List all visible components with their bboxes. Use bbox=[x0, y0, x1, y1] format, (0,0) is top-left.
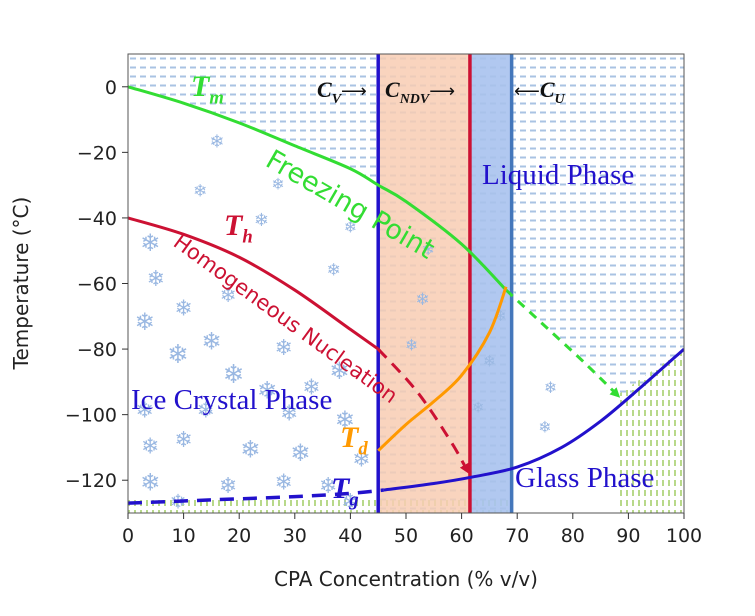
snowflake-icon: ❄ bbox=[422, 240, 435, 259]
x-tick-label: 0 bbox=[122, 525, 134, 547]
snowflake-icon: ❄ bbox=[544, 378, 557, 397]
snowflake-icon: ❄ bbox=[135, 308, 155, 336]
snowflake-icon: ❄ bbox=[274, 470, 292, 495]
snowflake-icon: ❄ bbox=[274, 336, 292, 361]
td-curve bbox=[377, 286, 508, 452]
snowflake-icon: ❄ bbox=[302, 375, 320, 400]
snowflake-icon: ❄ bbox=[140, 468, 160, 496]
snowflake-icon: ❄ bbox=[219, 474, 237, 499]
snowflake-icon: ❄ bbox=[174, 428, 192, 453]
u-band-hatching bbox=[469, 54, 512, 513]
cndv-label: CNDV⟶ bbox=[385, 77, 455, 107]
x-tick-label: 60 bbox=[450, 525, 474, 547]
ndv-band bbox=[378, 54, 470, 513]
x-tick-label: 20 bbox=[227, 525, 251, 547]
snowflake-icon: ❄ bbox=[538, 417, 551, 436]
snowflake-icon: ❄ bbox=[147, 267, 165, 292]
tg-curve bbox=[383, 347, 684, 492]
snowflake-icon: ❄ bbox=[483, 352, 496, 371]
supercooled-liquid-region bbox=[128, 86, 379, 350]
cv-label: CV⟶ bbox=[317, 77, 367, 107]
snowflake-icon: ❄ bbox=[290, 439, 310, 467]
cu-label: ⟵CU bbox=[514, 77, 566, 107]
ice-crystal-phase-label: Ice Crystal Phase bbox=[131, 384, 332, 416]
snowflake-icon: ❄ bbox=[197, 398, 215, 423]
snowflake-icon: ❄ bbox=[167, 340, 189, 370]
x-tick-label: 10 bbox=[172, 525, 196, 547]
snowflake-icon: ❄ bbox=[174, 297, 192, 322]
snowflake-icon: ❄ bbox=[201, 328, 221, 356]
y-tick-label: −80 bbox=[77, 339, 117, 361]
snowflake-icon: ❄ bbox=[327, 260, 341, 280]
tm-extension-arrow bbox=[505, 288, 621, 398]
snowflake-icon: ❄ bbox=[416, 290, 430, 310]
x-tick-label: 80 bbox=[561, 525, 585, 547]
x-tick-label: 100 bbox=[666, 525, 702, 547]
snowflake-icon: ❄ bbox=[223, 360, 245, 390]
tm-label: Tm bbox=[191, 70, 224, 109]
x-tick-label: 40 bbox=[338, 525, 362, 547]
x-tick-label: 30 bbox=[283, 525, 307, 547]
x-tick-label: 90 bbox=[616, 525, 640, 547]
snowflake-icon: ❄ bbox=[271, 175, 284, 194]
snowflake-icon: ❄ bbox=[341, 490, 359, 515]
snowflake-icon: ❄ bbox=[352, 448, 370, 473]
y-axis-label: Temperature (°C) bbox=[9, 197, 33, 371]
y-tick-label: −20 bbox=[77, 142, 117, 164]
y-tick-label: 0 bbox=[105, 77, 117, 99]
x-tick-label: 70 bbox=[505, 525, 529, 547]
tg-label: Tg bbox=[331, 472, 359, 511]
snowflake-icon: ❄ bbox=[141, 434, 159, 459]
y-tick-label: −40 bbox=[77, 208, 117, 230]
x-axis-label: CPA Concentration (% v/v) bbox=[274, 567, 538, 591]
glass-region-hatch-right bbox=[617, 349, 684, 513]
ice-crystal-region bbox=[128, 217, 379, 513]
th-extension-arrow bbox=[377, 348, 470, 474]
y-tick-label: −100 bbox=[65, 405, 117, 427]
tg-dashed-curve bbox=[128, 488, 384, 505]
snowflake-icon: ❄ bbox=[140, 229, 160, 257]
y-tick-label: −120 bbox=[65, 470, 117, 492]
snowflake-icon: ❄ bbox=[220, 283, 237, 307]
td-label: Td bbox=[340, 421, 368, 460]
th-curve bbox=[128, 216, 380, 351]
snowflake-icon: ❄ bbox=[405, 335, 418, 354]
snowflake-icon: ❄ bbox=[240, 436, 260, 464]
liquid-phase-label: Liquid Phase bbox=[482, 159, 634, 191]
snowflake-icon: ❄ bbox=[135, 398, 153, 423]
snowflake-icon: ❄ bbox=[344, 217, 357, 236]
snowflake-icon: ❄ bbox=[254, 210, 269, 231]
snowflake-icon: ❄ bbox=[335, 406, 355, 434]
snowflake-icon: ❄ bbox=[319, 474, 337, 499]
snowflake-icon: ❄ bbox=[193, 182, 207, 202]
snowflake-icon: ❄ bbox=[209, 132, 224, 153]
th-label: Th bbox=[224, 209, 253, 248]
snowflake-icon: ❄ bbox=[472, 399, 485, 417]
snowflake-icon: ❄ bbox=[280, 402, 298, 427]
snowflake-icon: ❄ bbox=[257, 377, 277, 405]
x-tick-label: 50 bbox=[394, 525, 418, 547]
tm-curve bbox=[128, 85, 508, 292]
snowflake-icon: ❄ bbox=[329, 357, 349, 385]
y-tick-label: −60 bbox=[77, 274, 117, 296]
glass-phase-label: Glass Phase bbox=[515, 462, 654, 494]
